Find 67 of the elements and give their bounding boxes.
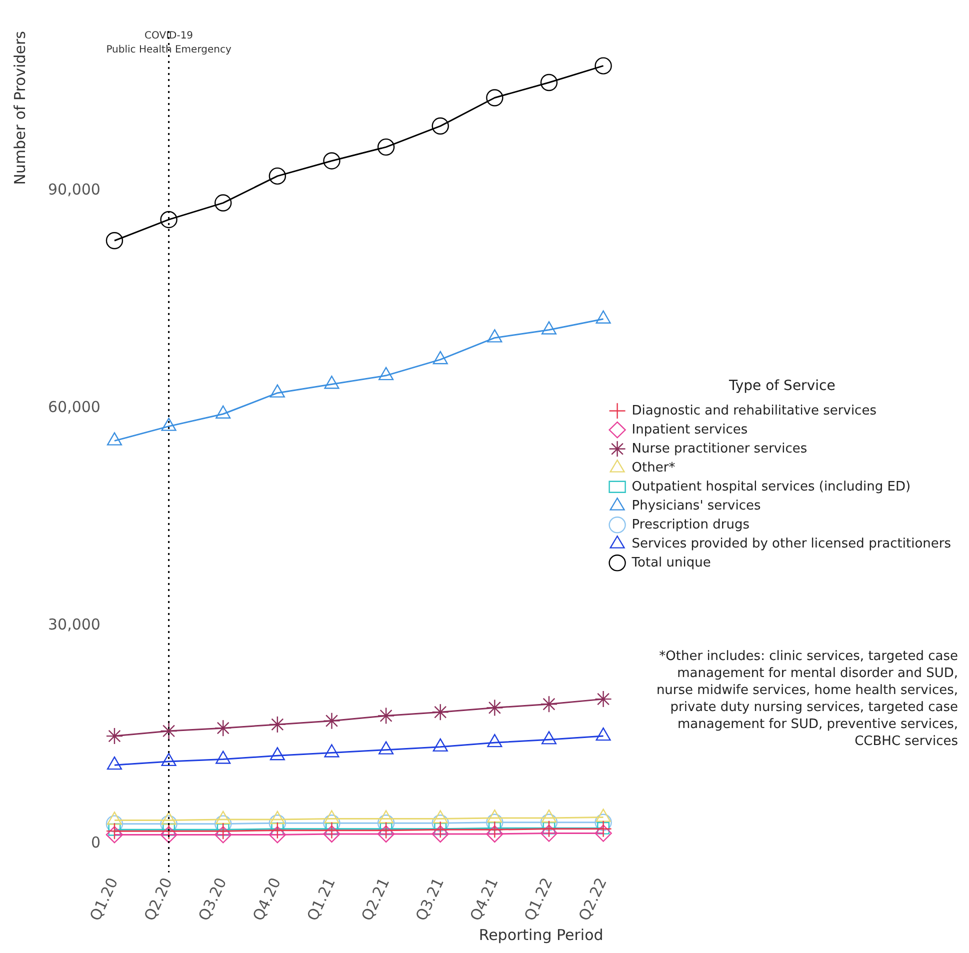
point xyxy=(540,820,558,838)
point xyxy=(160,210,178,228)
point xyxy=(540,74,558,92)
text: *Other includes: clinic services, targeted case management for mental disorder and SUD, nurse midwife services, home health services, private duty nursing services, targeted case management for SUD, preventive services, CCBHC services xyxy=(655,648,958,750)
y-tick-label: 90,000 xyxy=(48,180,100,198)
point xyxy=(323,825,340,843)
legend-label: Total unique xyxy=(630,555,711,570)
point xyxy=(377,707,395,724)
point xyxy=(268,716,286,734)
point xyxy=(594,820,612,838)
x-axis-title: Reporting Period xyxy=(478,926,604,944)
y-axis-title: Number of Providers xyxy=(10,30,29,185)
point xyxy=(106,232,124,250)
point xyxy=(323,152,340,170)
point xyxy=(432,117,449,135)
point xyxy=(323,814,340,832)
point xyxy=(432,814,449,832)
point xyxy=(214,822,232,840)
point xyxy=(268,167,286,185)
point xyxy=(594,690,612,708)
point xyxy=(432,825,449,843)
point xyxy=(106,822,124,840)
point xyxy=(106,815,124,832)
point xyxy=(432,704,449,721)
point xyxy=(540,696,558,713)
point xyxy=(594,57,612,74)
point xyxy=(377,822,395,839)
point xyxy=(214,815,232,832)
point xyxy=(377,814,395,832)
point xyxy=(268,814,286,832)
point xyxy=(323,712,340,730)
point xyxy=(540,814,558,831)
point xyxy=(540,824,558,842)
y-tick-label: 0 xyxy=(90,833,100,852)
point xyxy=(268,826,286,844)
ref-line-label: COVID-19 Public Health Emergency xyxy=(106,30,232,56)
legend-label: Physicians' services xyxy=(632,498,761,514)
point xyxy=(594,814,612,831)
legend-label: Nurse practitioner services xyxy=(632,441,808,456)
point xyxy=(160,815,178,832)
point xyxy=(486,814,504,831)
legend-label: Outpatient hospital services (including ED) xyxy=(632,479,911,494)
point xyxy=(594,824,612,842)
point xyxy=(486,821,504,838)
point xyxy=(106,826,124,844)
point xyxy=(377,825,395,843)
point xyxy=(160,722,178,740)
point xyxy=(432,821,449,838)
point xyxy=(486,825,504,843)
legend-label: Diagnostic and rehabilitative services xyxy=(632,403,877,418)
point xyxy=(106,727,124,745)
point xyxy=(323,822,340,839)
legend-label: Inpatient services xyxy=(632,422,748,438)
point xyxy=(214,719,232,737)
point xyxy=(214,194,232,212)
point xyxy=(214,826,232,844)
point xyxy=(160,826,178,844)
point xyxy=(486,89,504,106)
y-tick-label: 30,000 xyxy=(48,616,100,634)
point xyxy=(377,138,395,156)
point xyxy=(268,822,286,839)
y-tick-label: 60,000 xyxy=(48,398,100,416)
legend-label: Other* xyxy=(632,460,676,476)
legend-title: Type of Service xyxy=(728,378,836,394)
point xyxy=(486,699,504,716)
legend-label: Prescription drugs xyxy=(632,517,750,532)
legend-label: Services provided by other licensed practitioners xyxy=(632,536,952,552)
